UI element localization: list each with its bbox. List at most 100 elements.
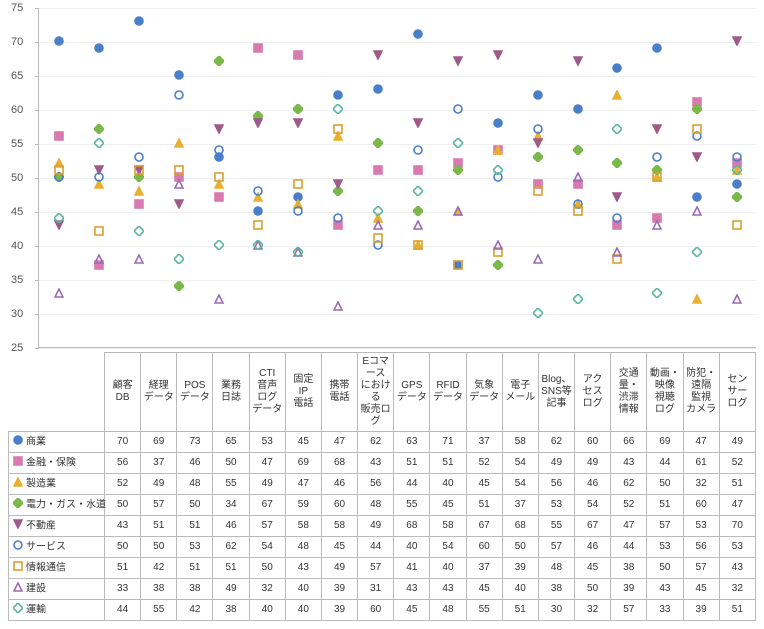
data-point	[652, 40, 662, 58]
chart-with-table: 2530354045505560657075 顧客DB経理データPOSデータ業務…	[8, 8, 756, 621]
data-point	[453, 162, 463, 180]
data-cell: 45	[466, 579, 502, 600]
data-point	[333, 101, 343, 119]
data-cell: 48	[177, 474, 213, 495]
data-cell: 68	[394, 516, 430, 537]
data-cell: 51	[177, 558, 213, 579]
data-cell: 47	[249, 453, 285, 474]
data-point	[612, 87, 622, 105]
data-cell: 40	[249, 600, 285, 621]
data-cell: 37	[502, 495, 538, 516]
data-cell: 43	[394, 579, 430, 600]
table-row: 情報通信514251515043495741403739484538505743	[9, 558, 756, 579]
data-point	[174, 67, 184, 85]
data-point	[493, 162, 503, 180]
data-cell: 52	[105, 474, 141, 495]
data-cell: 43	[430, 579, 466, 600]
series-label: 不動産	[9, 516, 105, 537]
data-cell: 53	[177, 537, 213, 558]
data-point	[573, 142, 583, 160]
series-label: 運輸	[9, 600, 105, 621]
data-point	[293, 47, 303, 65]
data-point	[94, 135, 104, 153]
series-label: 製造業	[9, 474, 105, 495]
column-header: 固定IP電話	[285, 353, 321, 432]
table-row: 商業706973655345476263713758626066694749	[9, 432, 756, 453]
data-point	[453, 203, 463, 221]
data-cell: 70	[105, 432, 141, 453]
data-point	[134, 162, 144, 180]
data-cell: 50	[141, 537, 177, 558]
data-cell: 51	[213, 558, 249, 579]
column-header: GPSデータ	[394, 353, 430, 432]
data-point	[214, 291, 224, 309]
data-cell: 51	[719, 600, 755, 621]
data-point	[174, 251, 184, 269]
data-cell: 50	[502, 537, 538, 558]
data-cell: 42	[177, 600, 213, 621]
data-point	[652, 121, 662, 139]
data-point	[174, 135, 184, 153]
data-point	[612, 121, 622, 139]
data-cell: 57	[538, 537, 574, 558]
data-cell: 33	[647, 600, 683, 621]
data-point	[732, 162, 742, 180]
data-cell: 71	[430, 432, 466, 453]
data-point	[174, 176, 184, 194]
column-header: Blog、SNS等記事	[538, 353, 574, 432]
data-point	[373, 47, 383, 65]
data-point	[253, 40, 263, 58]
data-point	[333, 210, 343, 228]
data-cell: 49	[213, 579, 249, 600]
data-point	[533, 87, 543, 105]
data-cell: 60	[466, 537, 502, 558]
data-cell: 50	[105, 495, 141, 516]
data-cell: 65	[213, 432, 249, 453]
data-cell: 38	[141, 579, 177, 600]
data-cell: 47	[611, 516, 647, 537]
data-cell: 40	[430, 474, 466, 495]
data-cell: 32	[683, 474, 719, 495]
data-point	[54, 128, 64, 146]
data-cell: 51	[141, 516, 177, 537]
column-header: 経理データ	[141, 353, 177, 432]
data-cell: 49	[249, 474, 285, 495]
data-cell: 57	[249, 516, 285, 537]
data-point	[453, 257, 463, 275]
data-cell: 40	[394, 537, 430, 558]
data-cell: 44	[105, 600, 141, 621]
data-point	[293, 244, 303, 262]
data-cell: 34	[213, 495, 249, 516]
data-cell: 52	[611, 495, 647, 516]
data-point	[573, 291, 583, 309]
table-row: サービス505053625448454440546050574644535653	[9, 537, 756, 558]
data-cell: 57	[358, 558, 394, 579]
data-cell: 46	[575, 537, 611, 558]
data-point	[413, 162, 423, 180]
data-point	[293, 203, 303, 221]
data-point	[732, 189, 742, 207]
legend-marker	[13, 582, 23, 596]
data-point	[573, 203, 583, 221]
data-cell: 50	[575, 579, 611, 600]
data-cell: 67	[249, 495, 285, 516]
data-cell: 55	[141, 600, 177, 621]
data-cell: 54	[502, 474, 538, 495]
data-cell: 51	[502, 600, 538, 621]
data-cell: 47	[285, 474, 321, 495]
legend-marker	[13, 603, 23, 617]
data-cell: 73	[177, 432, 213, 453]
data-cell: 58	[430, 516, 466, 537]
legend-marker	[13, 435, 23, 449]
data-cell: 62	[611, 474, 647, 495]
column-header: 携帯電話	[321, 353, 357, 432]
data-cell: 32	[249, 579, 285, 600]
data-cell: 38	[213, 600, 249, 621]
data-cell: 57	[141, 495, 177, 516]
column-header: 動画・映像視聴ログ	[647, 353, 683, 432]
data-cell: 37	[466, 558, 502, 579]
data-cell: 51	[394, 453, 430, 474]
data-cell: 56	[105, 453, 141, 474]
data-point	[253, 115, 263, 133]
data-point	[214, 121, 224, 139]
